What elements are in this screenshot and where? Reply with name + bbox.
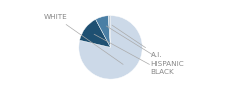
Wedge shape <box>108 16 111 47</box>
Text: A.I.: A.I. <box>112 25 162 58</box>
Wedge shape <box>80 19 111 47</box>
Text: BLACK: BLACK <box>94 34 174 74</box>
Text: WHITE: WHITE <box>44 14 123 64</box>
Text: HISPANIC: HISPANIC <box>106 26 184 67</box>
Wedge shape <box>79 16 142 79</box>
Wedge shape <box>96 16 111 47</box>
